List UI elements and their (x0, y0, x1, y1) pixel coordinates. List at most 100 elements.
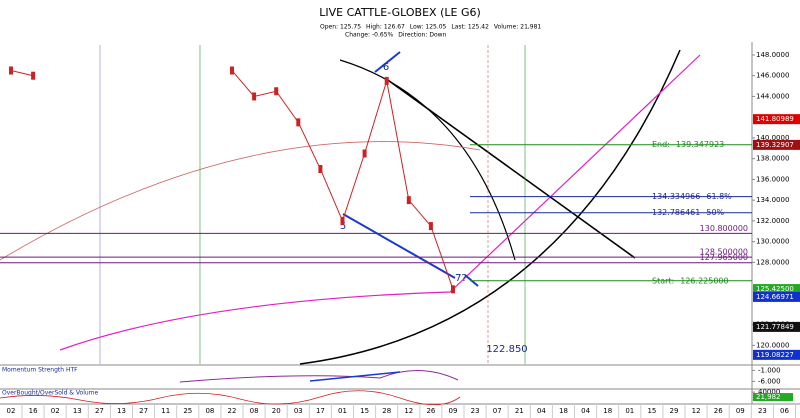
level-value: 134.334966 (652, 192, 700, 201)
info-label: Direction: (398, 32, 427, 39)
price-tag-label: 141.80989 (756, 115, 794, 123)
wave-line (342, 213, 456, 279)
x-tick-label: 26 (714, 407, 723, 415)
oscillator-wave (0, 390, 461, 406)
x-tick-label: 04 (581, 407, 590, 415)
trend-line (384, 77, 636, 259)
x-tick-label: 04 (537, 407, 546, 415)
y-tick-label: 130.0000 (756, 238, 789, 246)
x-tick-label: 15 (647, 407, 656, 415)
info-value: -0.65% (372, 32, 394, 39)
price-tag (753, 139, 800, 150)
x-tick-label: 11 (161, 407, 170, 415)
y-tick-label: 136.0000 (756, 175, 789, 183)
y-tick-label: 140.0000 (756, 134, 789, 142)
price-tag (753, 114, 800, 125)
wave-label: 7? (455, 273, 467, 284)
level-label: 61.8% (706, 192, 732, 201)
info-label: Last: (451, 24, 466, 31)
info-value: 125.75 (340, 24, 361, 31)
x-tick-label: 13 (73, 407, 82, 415)
x-tick-label: 06 (780, 407, 789, 415)
info-label: Open: (320, 24, 338, 31)
x-tick-label: 27 (95, 407, 104, 415)
price-tag (753, 284, 800, 295)
panel-title: OverBought/OverSold & Volume (2, 390, 99, 397)
info-label: Low: (410, 24, 424, 31)
x-tick-label: 01 (625, 407, 634, 415)
wave-label: 5 (340, 221, 346, 232)
y-tick-label: 144.0000 (756, 92, 789, 100)
level-label: 130.800000 (700, 224, 748, 233)
x-tick-label: 12 (692, 407, 701, 415)
x-tick-label: 22 (228, 407, 237, 415)
level-label: 50% (706, 208, 724, 217)
x-tick-label: 29 (670, 407, 679, 415)
x-tick-label: 23 (758, 407, 767, 415)
chart-title: LIVE CATTLE-GLOBEX (LE G6) (319, 6, 481, 19)
info-label: Change: (345, 32, 370, 39)
target-label: 122.850 (486, 344, 527, 355)
price-tag (753, 291, 800, 302)
arc (0, 141, 481, 261)
level-value: 139.347923 (676, 140, 724, 149)
info-label: High: (366, 24, 382, 31)
x-tick-label: 12 (404, 407, 413, 415)
y-tick-label: 120.0000 (756, 341, 789, 349)
x-tick-label: 01 (338, 407, 347, 415)
level-label: 127.965000 (700, 253, 748, 262)
price-tag-label: 124.66971 (756, 293, 794, 301)
x-tick-label: 20 (272, 407, 281, 415)
info-value: 21,981 (520, 24, 541, 31)
wave-label: 6 (383, 62, 389, 73)
x-tick-label: 18 (559, 407, 568, 415)
volume-tag (753, 393, 793, 402)
y-tick-label: -1.000 (758, 366, 781, 374)
info-value: Down (429, 32, 446, 39)
panel-title: Momentum Strength HTF (2, 367, 78, 374)
overlays (0, 45, 701, 365)
arc (339, 59, 516, 261)
x-tick-label: 02 (51, 407, 60, 415)
info-value: 125.05 (425, 24, 446, 31)
x-tick-label: 03 (294, 407, 303, 415)
x-tick-label: 27 (139, 407, 148, 415)
x-tick-label: 26 (426, 407, 435, 415)
y-tick-label: 146.0000 (756, 72, 789, 80)
x-tick-label: 25 (183, 407, 192, 415)
x-tick-label: 07 (493, 407, 502, 415)
curve (59, 54, 701, 351)
y-tick-label: 134.0000 (756, 196, 789, 204)
info-value: 125.42 (468, 24, 489, 31)
price-line (10, 70, 454, 290)
info-label: Volume: (494, 24, 518, 31)
level-label: Start: (652, 276, 674, 285)
x-tick-label: 28 (382, 407, 391, 415)
level-value: 126.225000 (680, 276, 728, 285)
momentum-wave (179, 370, 459, 383)
price-tag-label: 139.32907 (756, 141, 794, 149)
x-tick-label: 08 (250, 407, 259, 415)
y-tick-label: -6.000 (758, 377, 781, 385)
x-tick-label: 21 (515, 407, 524, 415)
y-tick-label: 148.0000 (756, 51, 789, 59)
level-label: End: (652, 140, 670, 149)
x-tick-label: 17 (316, 407, 325, 415)
level-value: 132.786461 (652, 208, 700, 217)
price-tag (753, 349, 800, 360)
level-label: 128.500000 (700, 248, 748, 257)
wave-line (374, 51, 401, 73)
x-tick-label: 08 (205, 407, 214, 415)
y-tick-label: 132.0000 (756, 217, 789, 225)
volume-tag-label: 21,982 (756, 393, 781, 401)
x-tick-label: 09 (449, 407, 458, 415)
x-tick-label: 15 (360, 407, 369, 415)
info-value: 126.67 (384, 24, 405, 31)
x-tick-label: 02 (7, 407, 16, 415)
x-tick-label: 18 (603, 407, 612, 415)
divergence-line (309, 371, 401, 382)
y-tick-label: 40000 (758, 388, 780, 396)
x-tick-label: 16 (29, 407, 38, 415)
price-tag (753, 321, 800, 332)
